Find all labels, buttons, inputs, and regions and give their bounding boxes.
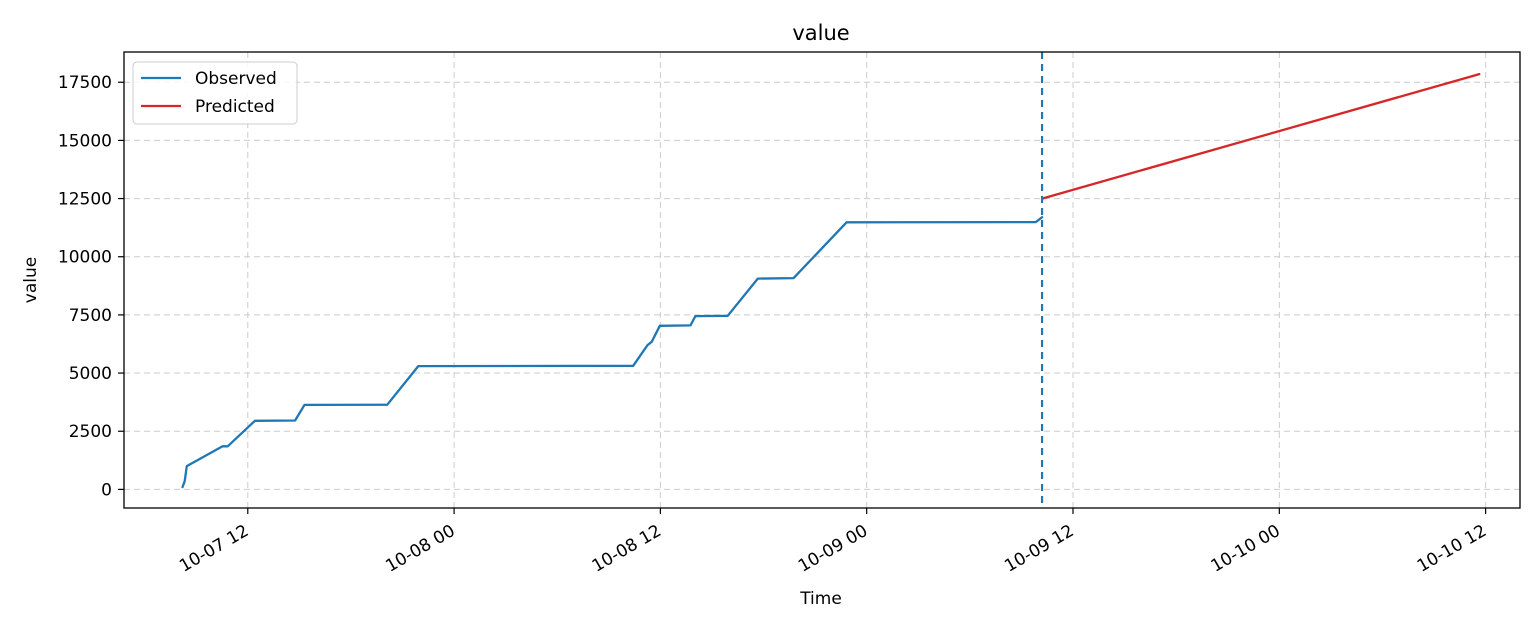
chart-title: value <box>792 21 849 45</box>
y-tick-label: 15000 <box>58 131 112 151</box>
y-tick-label: 0 <box>101 480 112 500</box>
y-tick-label: 5000 <box>69 364 112 384</box>
y-tick-label: 10000 <box>58 248 112 268</box>
y-axis-title: value <box>21 257 41 303</box>
y-tick-label: 2500 <box>69 422 112 442</box>
series-line-predicted <box>1040 72 1481 200</box>
grid <box>124 52 1520 508</box>
legend: Observed Predicted <box>132 61 298 125</box>
legend-label-observed: Observed <box>195 69 277 89</box>
y-tick-label: 12500 <box>58 190 112 210</box>
legend-label-predicted: Predicted <box>195 97 275 117</box>
y-axis-ticks: 0 2500 5000 7500 10000 12500 15000 17500 <box>58 73 124 500</box>
y-tick-label: 17500 <box>58 73 112 93</box>
y-tick-label: 7500 <box>69 306 112 326</box>
plot-frame <box>123 51 1521 509</box>
series-line-observed <box>181 216 1044 489</box>
x-axis-title: Time <box>799 589 842 609</box>
series-lines <box>181 52 1481 508</box>
